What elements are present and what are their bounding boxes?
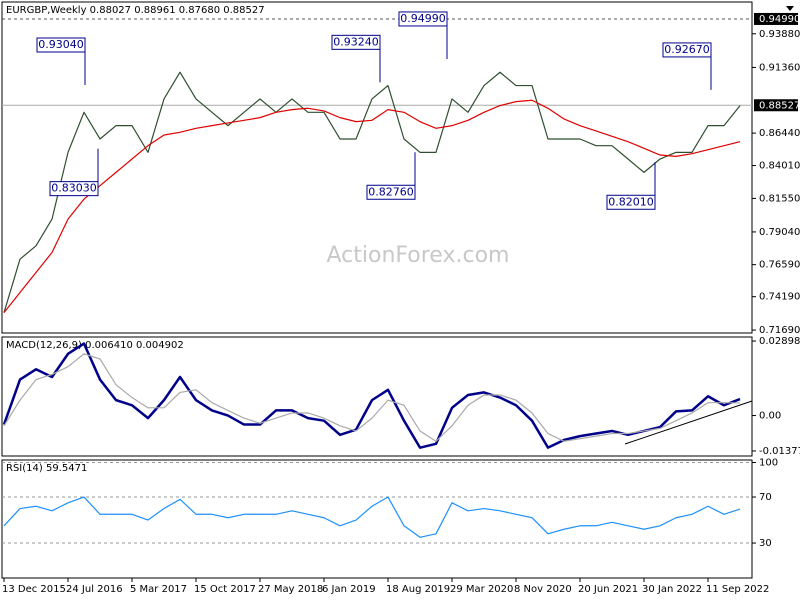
y-tick-label: 70 xyxy=(759,492,772,503)
panel-title: EURGBP,Weekly 0.88027 0.88961 0.87680 0.… xyxy=(6,5,265,16)
x-tick-label: 13 Dec 2015 xyxy=(2,584,66,595)
panel-title: RSI(14) 59.5471 xyxy=(6,463,87,474)
x-tick-label: 6 Jan 2019 xyxy=(322,584,376,595)
level-box xyxy=(754,12,798,25)
y-tick-label: 0.84010 xyxy=(759,161,800,172)
panel-title: MACD(12,26,9) 0.006410 0.004902 xyxy=(6,340,184,351)
annotation-box xyxy=(662,42,712,58)
series-line xyxy=(2,342,741,449)
y-tick-label: 0.74190 xyxy=(759,292,800,303)
x-tick-label: 27 May 2018 xyxy=(258,584,323,595)
x-tick-label: 11 Sep 2022 xyxy=(706,584,769,595)
x-tick-label: 5 Mar 2017 xyxy=(130,584,187,595)
y-tick-label: -0.013779 xyxy=(759,446,800,457)
panel-frame xyxy=(1,336,753,457)
annotation-box xyxy=(366,184,416,200)
level-label: 0.94990 xyxy=(759,14,800,25)
panel-frame xyxy=(1,459,753,579)
series-line xyxy=(3,99,741,313)
annotation-box xyxy=(36,37,86,53)
series-line xyxy=(3,353,741,442)
y-tick-label: 0.93880 xyxy=(759,29,800,40)
y-tick-label: 0.86440 xyxy=(759,128,800,139)
annotation-label: 0.94990 xyxy=(400,12,446,25)
y-tick-label: 30 xyxy=(759,538,772,549)
annotation-label: 0.83030 xyxy=(51,182,97,195)
menu-arrow xyxy=(786,6,794,11)
annotation-label: 0.92670 xyxy=(664,43,710,56)
x-tick-label: 30 Jan 2022 xyxy=(642,584,702,595)
annotation-box xyxy=(606,194,656,210)
y-tick-label: 0.71690 xyxy=(759,325,800,336)
y-tick-label: 100 xyxy=(759,458,778,469)
y-tick-label: 0.91360 xyxy=(759,62,800,73)
x-tick-label: 15 Oct 2017 xyxy=(194,584,256,595)
annotation-label: 0.82760 xyxy=(368,185,414,198)
series-line xyxy=(3,71,741,313)
x-tick-label: 24 Jul 2016 xyxy=(66,584,123,595)
x-tick-label: 18 Aug 2019 xyxy=(386,584,450,595)
series-line xyxy=(3,496,741,538)
y-tick-label: 0.028988 xyxy=(759,336,800,347)
annotation-box xyxy=(398,11,448,27)
trend-line xyxy=(624,400,753,445)
x-tick-label: 8 Nov 2020 xyxy=(514,584,572,595)
annotation-label: 0.93240 xyxy=(333,35,379,48)
y-tick-label: 0.76590 xyxy=(759,260,800,271)
y-tick-label: 0.81550 xyxy=(759,193,800,204)
annotation-label: 0.82010 xyxy=(608,195,654,208)
panel-frame xyxy=(1,1,753,334)
annotation-label: 0.93040 xyxy=(38,38,84,51)
x-tick-label: 29 Mar 2020 xyxy=(450,584,513,595)
y-tick-label: 0.00 xyxy=(759,411,781,422)
watermark: ActionForex.com xyxy=(327,243,510,268)
y-tick-label: 0.79040 xyxy=(759,227,800,238)
current-label: 0.88527 xyxy=(759,100,800,111)
current-box xyxy=(754,99,798,112)
annotation-box xyxy=(49,181,99,197)
annotation-box xyxy=(331,34,381,50)
x-tick-label: 20 Jun 2021 xyxy=(578,584,638,595)
